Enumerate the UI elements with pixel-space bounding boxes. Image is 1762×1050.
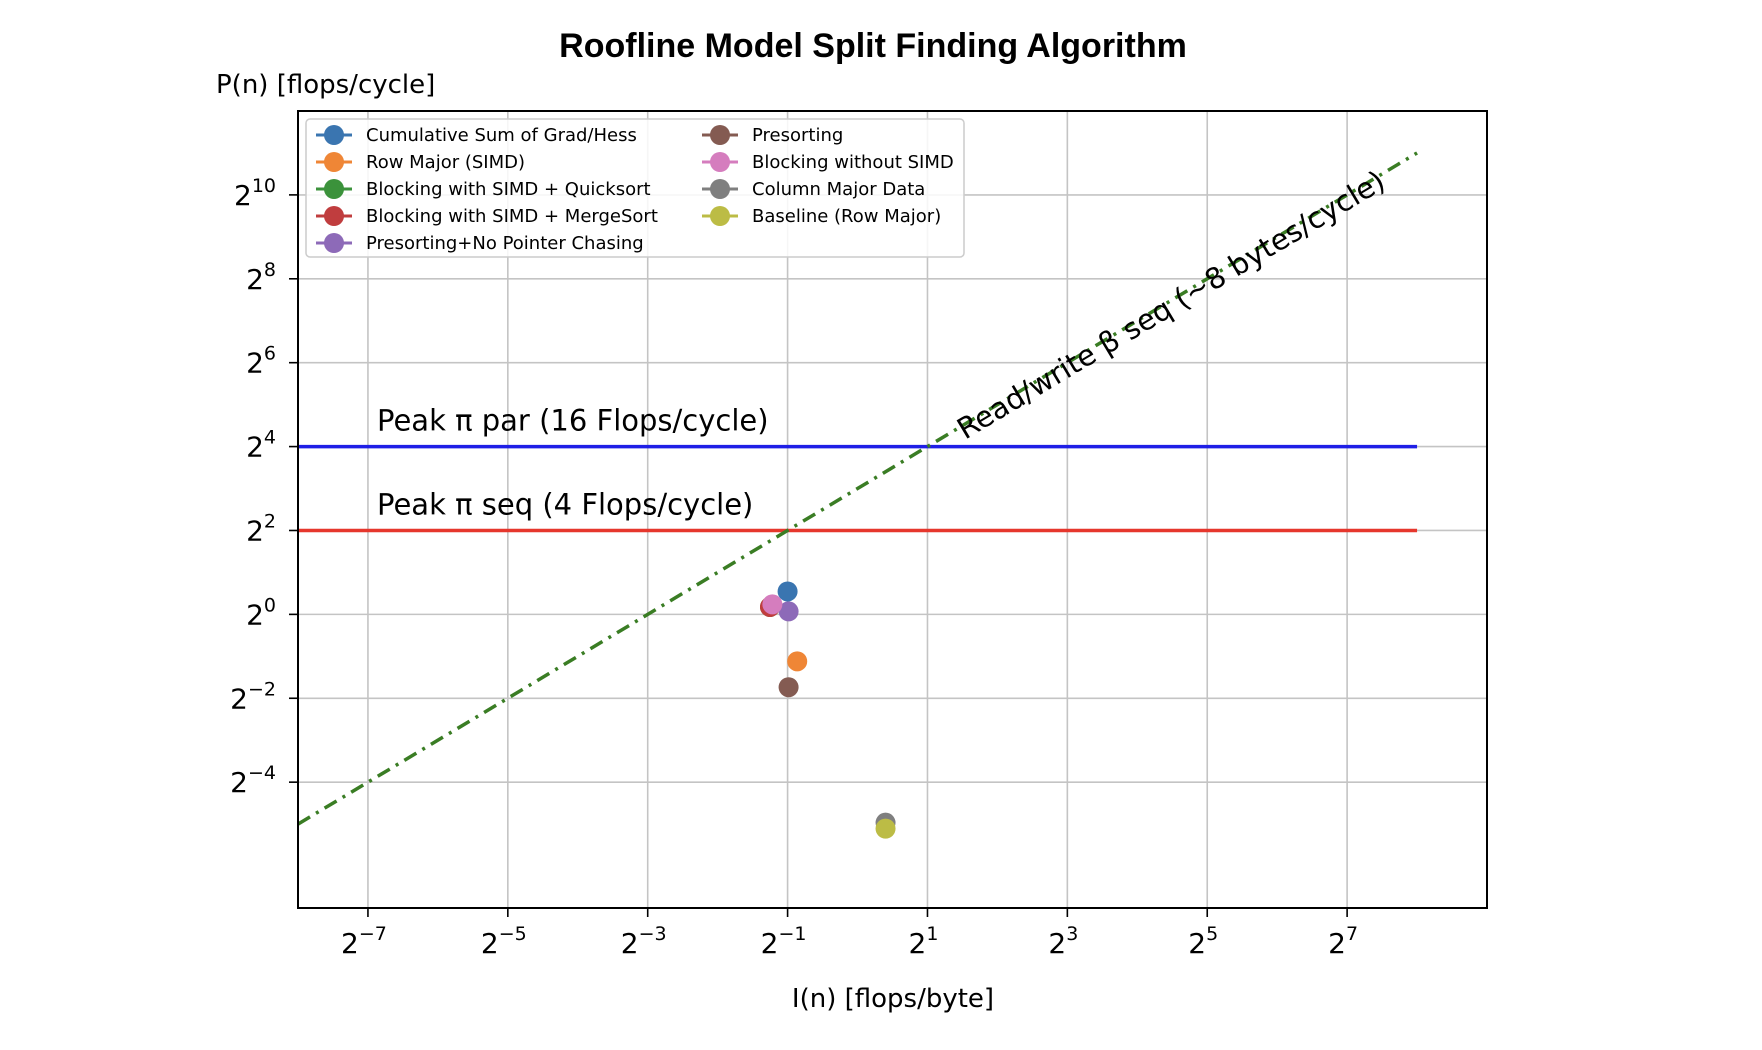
y-tick-label: 20 [246,594,276,631]
x-tick-label: 25 [1188,923,1218,960]
data-point [787,651,808,672]
legend: Cumulative Sum of Grad/Hess Row Major (SI… [305,118,965,258]
x-tick-label: 27 [1328,923,1358,960]
legend-marker [324,206,344,226]
legend-label: Blocking without SIMD [752,152,954,173]
chart-title: Roofline Model Split Finding Algorithm [559,27,1187,65]
legend-marker [324,233,344,253]
plot-frame [297,110,1488,909]
x-tick-label: 21 [909,923,939,960]
y-tick-label: 210 [234,175,276,212]
legend-marker [324,125,344,145]
y-tick-label: 2−2 [230,678,276,715]
x-tick-label: 23 [1048,923,1078,960]
y-tick-label: 26 [246,343,276,380]
roofline-label: Peak π par (16 Flops/cycle) [377,404,769,438]
y-tick-label: 22 [246,510,276,547]
legend-marker [324,152,344,172]
y-tick-label: 28 [246,259,276,296]
legend-label: Baseline (Row Major) [752,206,941,227]
legend-marker [710,152,730,172]
x-axis-label: I(n) [flops/byte] [792,984,994,1014]
data-point [875,818,896,839]
data-point [778,677,799,698]
axis-ticks: 2−7 2−5 2−3 2−1 21 23 25 27 210 28 26 24 22 20 2−2 2−4 [230,175,1358,960]
x-tick-label: 2−7 [341,923,387,960]
legend-label: Row Major (SIMD) [366,152,525,173]
x-tick-label: 2−1 [761,923,807,960]
y-axis-label: P(n) [flops/cycle] [216,70,435,100]
legend-label: Cumulative Sum of Grad/Hess [366,125,637,146]
legend-marker [324,179,344,199]
roofline-label: Peak π seq (4 Flops/cycle) [377,487,753,521]
x-tick-label: 2−5 [481,923,527,960]
legend-label: Blocking with SIMD + Quicksort [366,179,651,200]
data-point [762,594,783,615]
x-tick-label: 2−3 [621,923,667,960]
y-tick-label: 24 [246,427,276,464]
legend-marker [710,179,730,199]
data-point [778,601,799,622]
legend-label: Presorting+No Pointer Chasing [366,233,644,254]
data-point [777,581,798,602]
legend-label: Column Major Data [752,179,925,200]
bandwidth-line [297,151,1418,826]
data-points [759,581,896,839]
bandwidth-label: Read/write β seq (~8 bytes/cycle) [951,164,1391,446]
legend-marker [710,206,730,226]
legend-box [305,118,965,258]
legend-marker [710,125,730,145]
legend-label: Blocking with SIMD + MergeSort [366,206,658,227]
y-tick-label: 2−4 [230,762,276,799]
legend-label: Presorting [752,125,843,146]
